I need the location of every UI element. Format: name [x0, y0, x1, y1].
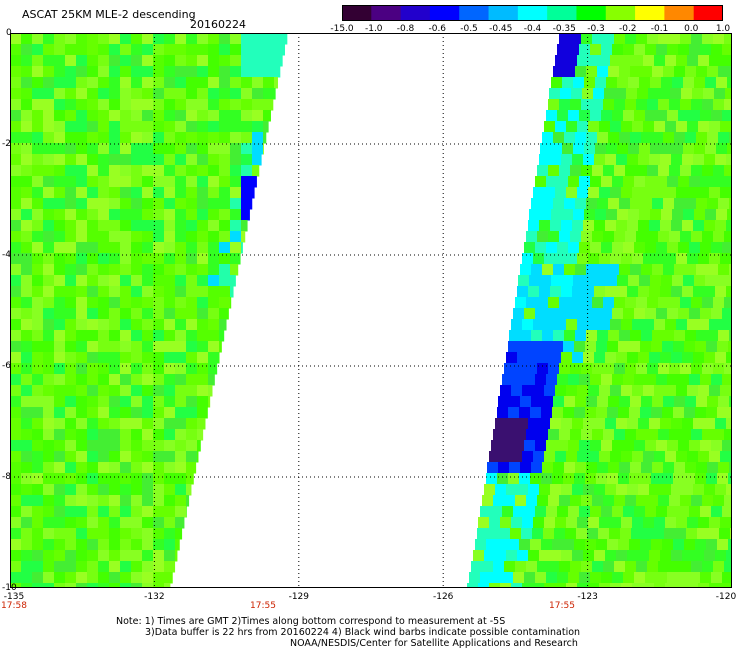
time-label: 17:58: [1, 601, 27, 611]
colorbar-label: -0.45: [489, 24, 513, 34]
colorbar-segment: [576, 5, 607, 21]
swath-west: [10, 33, 288, 588]
colorbar-label: 1.0: [715, 24, 731, 34]
note-line-1: Note: 1) Times are GMT 2)Times along bot…: [116, 616, 506, 627]
time-label: 17:55: [549, 601, 575, 611]
colorbar-segment: [605, 5, 636, 21]
colorbar-segment: [342, 5, 372, 21]
colorbar-label: -0.4: [523, 24, 542, 34]
map-title: ASCAT 25KM MLE-2 descending: [22, 8, 196, 21]
swath-east: [467, 33, 732, 588]
colorbar-segment: [459, 5, 490, 21]
map-date: 20160224: [190, 18, 246, 31]
colorbar-segment: [693, 5, 723, 21]
colorbar-segment: [429, 5, 460, 21]
note-line-2: 3)Data buffer is 22 hrs from 20160224 4)…: [145, 627, 581, 638]
colorbar-label: -0.1: [650, 24, 669, 34]
y-tick-label: -10: [2, 583, 17, 593]
colorbar-label: -15.0: [330, 24, 354, 34]
y-tick-label: -2: [2, 139, 11, 149]
colorbar-segment: [488, 5, 519, 21]
x-tick-label: -120: [715, 592, 737, 602]
y-tick-label: 0: [6, 28, 12, 38]
colorbar-label: -0.3: [587, 24, 605, 34]
colorbar-segment: [517, 5, 548, 21]
y-tick-label: -6: [2, 361, 11, 371]
colorbar-label: -0.2: [618, 24, 637, 34]
note-line-3: NOAA/NESDIS/Center for Satellite Applica…: [290, 638, 578, 649]
colorbar-segment: [400, 5, 431, 21]
colorbar-label: -0.5: [460, 24, 478, 34]
x-tick-label: -123: [577, 592, 598, 602]
colorbar-label: 0.0: [684, 24, 699, 34]
gridlines: [10, 33, 732, 588]
colorbar-segment: [371, 5, 402, 21]
x-tick-label: -126: [432, 592, 454, 602]
time-label: 17:55: [250, 601, 276, 611]
colorbar: [342, 5, 723, 21]
colorbar-label: -0.8: [396, 24, 415, 34]
plot-frame: [10, 33, 732, 588]
y-tick-label: -4: [2, 250, 11, 260]
colorbar-segment: [664, 5, 695, 21]
colorbar-label: -1.0: [364, 24, 383, 34]
x-tick-label: -135: [3, 592, 25, 602]
x-tick-label: -129: [288, 592, 310, 602]
map-plot: [10, 33, 732, 588]
colorbar-segment: [635, 5, 665, 21]
x-tick-label: -132: [144, 592, 165, 602]
y-tick-label: -8: [2, 472, 11, 482]
colorbar-label: -0.6: [428, 24, 447, 34]
colorbar-label: -0.35: [552, 24, 576, 34]
colorbar-segment: [547, 5, 577, 21]
